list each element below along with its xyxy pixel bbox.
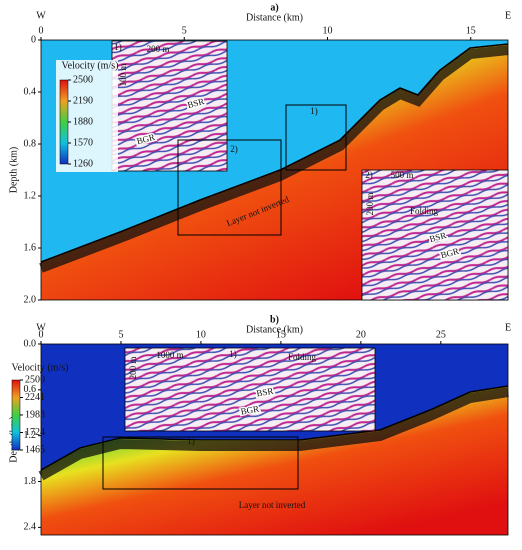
annotation: 1) <box>114 42 122 52</box>
zoom-box <box>285 104 347 171</box>
annotation: 500 m <box>391 170 414 180</box>
y-axis-title: Depth (km) <box>8 147 19 193</box>
x-tick-label: 10 <box>196 329 206 340</box>
annotation: Folding <box>288 352 317 362</box>
colorbar-title: Velocity (m/s) <box>12 362 69 373</box>
annotation: 100 m <box>118 64 128 87</box>
y-tick-label: 0.4 <box>24 86 37 97</box>
seismic-inset <box>361 169 509 301</box>
x-tick-label: 20 <box>356 329 366 340</box>
east-label: E <box>505 10 511 21</box>
annotation: Layer not inverted <box>239 500 306 510</box>
y-tick-label: 0.8 <box>24 138 37 149</box>
colorbar <box>59 79 69 165</box>
annotation: Folding <box>410 206 439 216</box>
panel-label: a) <box>270 2 278 13</box>
y-tick-label: 0.0 <box>24 338 37 349</box>
reflector-band <box>39 45 509 273</box>
zoom-box <box>177 139 282 236</box>
colorbar-tick-label: 1570 <box>73 137 93 148</box>
colorbar-tick-label: 1260 <box>73 158 93 169</box>
y-tick-label: 1.2 <box>24 190 37 201</box>
y-tick-label: 2.0 <box>24 294 37 305</box>
colorbar-tick-label: 1465 <box>25 444 45 455</box>
x-tick-label: 5 <box>182 25 187 36</box>
y-tick-label: 1.8 <box>24 476 37 487</box>
annotation: 2) <box>230 144 238 154</box>
x-tick-label: 0 <box>39 329 44 340</box>
annotation: 200 m <box>365 193 375 216</box>
colorbar-tick-label: 1880 <box>73 116 93 127</box>
colorbar-tick-label: 2190 <box>73 95 93 106</box>
seafloor <box>40 43 509 263</box>
annotation: 200 m <box>147 44 170 54</box>
panel-label: b) <box>270 314 279 325</box>
x-axis-title: Distance (km) <box>246 12 303 23</box>
east-label: E <box>505 322 511 333</box>
annotation: BGR <box>240 404 260 417</box>
annotation: BSR <box>256 386 274 399</box>
x-axis-title: Distance (km) <box>246 324 303 335</box>
annotation: 1) <box>187 436 195 446</box>
colorbar-tick-label: 1983 <box>25 409 45 420</box>
y-tick-label: 2.4 <box>24 522 37 533</box>
x-tick-label: 25 <box>436 329 446 340</box>
x-tick-label: 15 <box>466 25 476 36</box>
plot-frame <box>40 343 509 536</box>
x-tick-label: 15 <box>276 329 286 340</box>
west-label: W <box>36 322 46 333</box>
annotation: 1) <box>310 106 318 116</box>
annotation: 1) <box>229 349 237 359</box>
annotation: 2) <box>365 170 373 180</box>
seismic-inset <box>111 40 228 172</box>
y-tick-label: 0.6 <box>24 384 37 395</box>
reflector-band <box>38 387 509 481</box>
colorbar-tick-label: 1724 <box>25 427 45 438</box>
west-label: W <box>36 10 46 21</box>
annotation: 200 m <box>128 357 138 380</box>
seismic-inset <box>124 347 376 432</box>
zoom-box <box>102 436 299 490</box>
colorbar-tick-label: 2500 <box>73 74 93 85</box>
x-tick-label: 5 <box>118 329 123 340</box>
x-tick-label: 0 <box>39 25 44 36</box>
y-tick-label: 1.2 <box>24 430 37 441</box>
colorbar-tick-label: 2500 <box>25 374 45 385</box>
y-tick-label: 1.6 <box>24 242 37 253</box>
x-tick-label: 10 <box>323 25 333 36</box>
seafloor <box>40 385 509 471</box>
colorbar-title: Velocity (m/s) <box>62 60 119 71</box>
y-tick-label: 0 <box>31 34 36 45</box>
annotation: 1000 m <box>156 350 183 360</box>
colorbar <box>11 379 21 451</box>
colorbar-tick-label: 2241 <box>25 392 45 403</box>
velocity-field <box>41 386 508 535</box>
